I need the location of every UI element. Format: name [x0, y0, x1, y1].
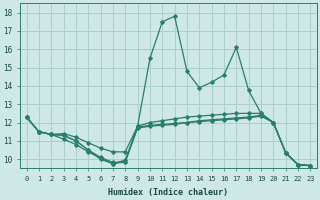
X-axis label: Humidex (Indice chaleur): Humidex (Indice chaleur) — [108, 188, 228, 197]
